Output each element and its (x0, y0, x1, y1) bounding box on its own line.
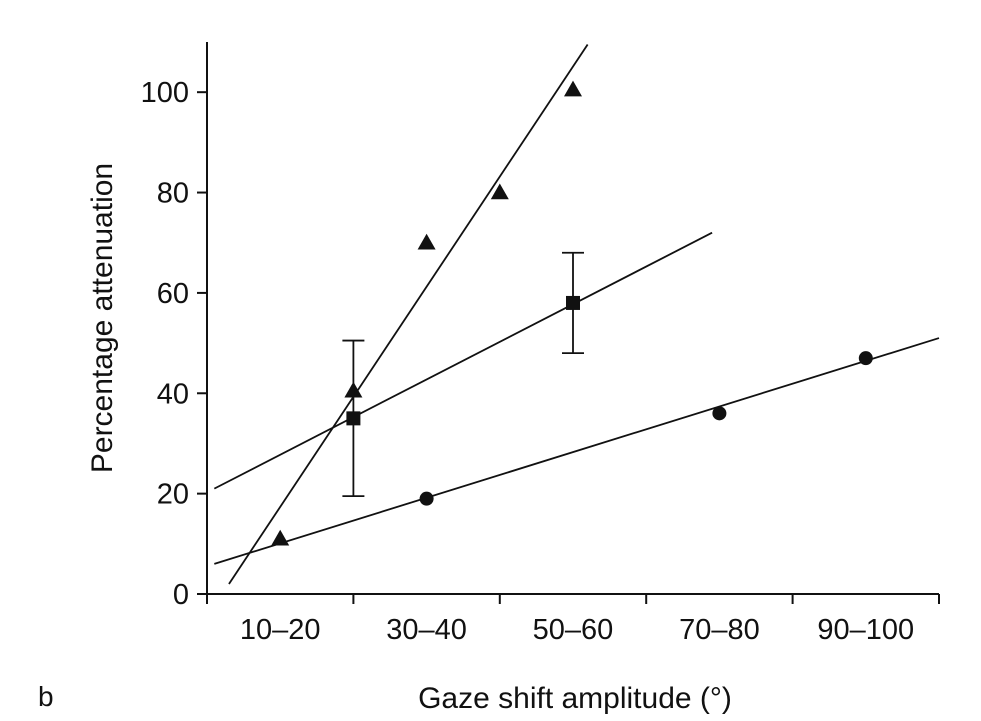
y-tick-label: 100 (141, 77, 189, 109)
y-tick-label: 0 (173, 579, 189, 611)
x-tick-label: 50–60 (533, 614, 614, 646)
circle-point (712, 406, 727, 421)
triangle-point (271, 529, 290, 546)
triangle-point (417, 233, 436, 250)
panel-label: b (38, 681, 54, 712)
x-tick-label: 70–80 (679, 614, 760, 646)
circle-point (419, 491, 434, 506)
y-axis-title: Percentage attenuation (86, 163, 119, 473)
squares-fit-line (213, 231, 713, 490)
triangle-point (564, 80, 582, 97)
circles-fit-line (214, 337, 940, 565)
x-axis-title: Gaze shift amplitude (°) (418, 682, 732, 715)
y-tick-label: 60 (157, 278, 189, 310)
y-tick-label: 40 (157, 378, 189, 410)
square-point (346, 411, 361, 426)
triangle-point (490, 183, 509, 200)
circle-point (858, 351, 873, 366)
x-tick-label: 90–100 (817, 614, 914, 646)
y-tick-label: 20 (157, 479, 189, 511)
x-tick-label: 10–20 (240, 614, 321, 646)
fit-lines (213, 44, 940, 585)
square-point (566, 295, 580, 310)
y-tick-label: 80 (157, 178, 189, 210)
axes: 0 20 40 60 80 100 10–20 30–40 50–60 70–80 90–100 (141, 42, 940, 646)
triangles-fit-line (228, 44, 589, 585)
x-tick-label: 30–40 (386, 614, 467, 646)
data-marks (271, 80, 873, 546)
